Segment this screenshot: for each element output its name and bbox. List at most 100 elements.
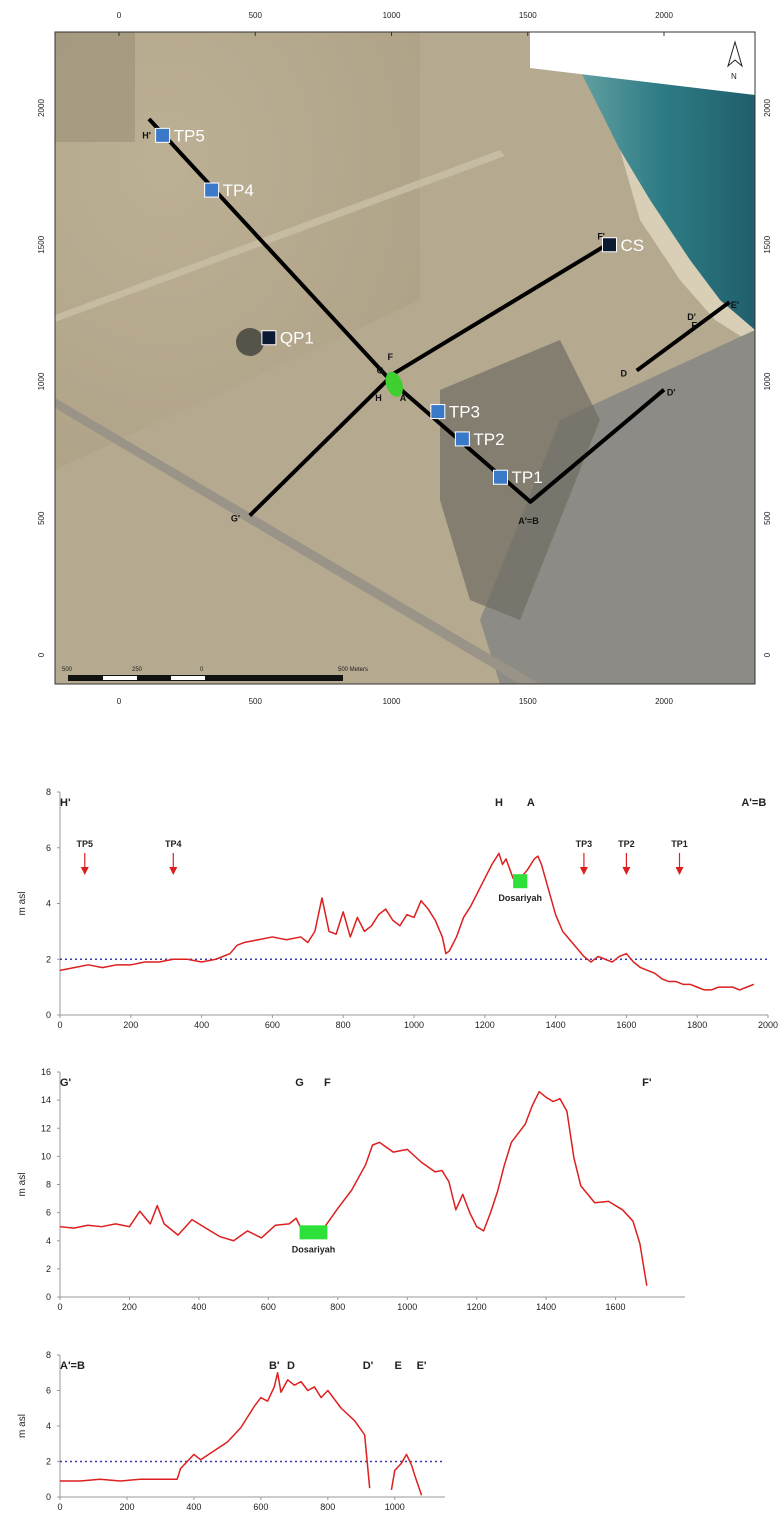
point-label: F — [388, 352, 394, 362]
elevation-profiles: 0 200 400 600 800 1000 1200 1400 1600 1800 2000024… — [17, 787, 778, 1512]
sea-water — [560, 32, 755, 330]
x-tick-label: 1400 — [546, 1020, 566, 1030]
y-tick-label: 4 — [46, 1421, 51, 1431]
y-tick-label: 8 — [46, 1350, 51, 1360]
north-label: N — [731, 72, 737, 81]
y-tick-label: 8 — [46, 1180, 51, 1190]
y-tick-label: 14 — [41, 1095, 51, 1105]
image-blank-corner — [530, 32, 755, 95]
map-x-tick-top: 1500 — [519, 11, 537, 20]
point-label: G' — [231, 513, 240, 523]
arrow-head — [579, 867, 588, 875]
urban-area — [480, 330, 755, 684]
arrow-head — [80, 867, 89, 875]
marker-cs — [602, 237, 617, 253]
map-x-tick-bottom: 1500 — [519, 697, 537, 706]
marker-label: QP1 — [280, 329, 314, 348]
y-tick-label: 0 — [46, 1492, 51, 1502]
section-label: H — [495, 797, 503, 809]
scale-bar-segment — [171, 676, 205, 680]
point-label: A — [400, 393, 407, 403]
y-tick-label: 6 — [46, 1386, 51, 1396]
point-label: G — [377, 366, 384, 376]
y-axis-label: m asl — [17, 892, 28, 916]
section-label: D — [287, 1360, 295, 1372]
scale-bar-segment — [103, 676, 137, 680]
north-arrow: N — [727, 40, 743, 81]
map-x-tick-bottom: 500 — [249, 697, 263, 706]
map-x-tick-top: 500 — [249, 11, 263, 20]
elevation-line — [60, 1372, 371, 1489]
elevation-line — [59, 852, 755, 991]
map-y-tick-right: 0 — [763, 652, 772, 657]
marker-tp1 — [493, 469, 508, 485]
marker-label: CS — [621, 236, 645, 255]
y-tick-label: 8 — [46, 787, 51, 797]
y-axis-label: m asl — [17, 1173, 28, 1197]
marker-tp2 — [454, 431, 470, 447]
y-tick-label: 6 — [46, 1208, 51, 1218]
section-label: F' — [642, 1077, 652, 1089]
y-tick-label: 16 — [41, 1067, 51, 1077]
point-label: D — [620, 368, 627, 378]
grid-farms — [55, 32, 135, 142]
point-label: F' — [597, 232, 605, 242]
y-tick-label: 10 — [41, 1151, 51, 1161]
marker-label: TP5 — [174, 126, 205, 145]
x-tick-label: 800 — [320, 1502, 335, 1512]
y-tick-label: 0 — [46, 1010, 51, 1020]
arrow-head — [169, 867, 178, 875]
elevation-profile-2: 0 200 400 600 800 1000 1200 1400 1600 0 2 4 6 8 10 12 14… — [17, 1067, 685, 1312]
map-x-tick-top: 2000 — [655, 11, 673, 20]
section-label: E' — [417, 1360, 427, 1372]
map-x-tick-bottom: 0 — [117, 697, 122, 706]
dosariyah-site — [385, 371, 403, 397]
elevation-line — [59, 1090, 648, 1286]
map-y-tick-left: 0 — [37, 652, 46, 657]
x-tick-label: 200 — [123, 1020, 138, 1030]
marker-qp1 — [261, 330, 277, 346]
north-arrow-icon — [727, 40, 743, 68]
x-tick-label: 600 — [265, 1020, 280, 1030]
marker-label: TP4 — [223, 181, 254, 200]
satellite-map — [55, 32, 755, 684]
marker-tp5 — [155, 127, 171, 143]
section-label: G — [295, 1077, 304, 1089]
marker-label: TP3 — [449, 403, 480, 422]
map-y-tick-left: 2000 — [37, 99, 46, 117]
x-tick-label: 0 — [57, 1020, 62, 1030]
marker-tp4 — [204, 182, 220, 198]
transect-line — [635, 300, 731, 373]
section-label: B' — [269, 1360, 280, 1372]
marker-tp3 — [430, 404, 446, 420]
marker-label: TP1 — [512, 468, 543, 487]
x-tick-label: 1000 — [397, 1302, 417, 1312]
arrow-label: TP2 — [618, 839, 635, 849]
map-x-tick-top: 1000 — [383, 11, 401, 20]
patch-label: Dosariyah — [498, 893, 542, 903]
qp1-pond — [236, 328, 264, 356]
y-tick-label: 4 — [46, 1236, 51, 1246]
scale-label: 250 — [132, 667, 143, 673]
section-label: H' — [60, 797, 71, 809]
x-tick-label: 400 — [194, 1020, 209, 1030]
x-tick-label: 0 — [57, 1302, 62, 1312]
section-label: A — [527, 797, 535, 809]
point-label: E — [691, 320, 697, 330]
map-y-tick-left: 1500 — [37, 235, 46, 253]
map-x-tick-top: 0 — [117, 11, 122, 20]
x-tick-label: 800 — [336, 1020, 351, 1030]
x-tick-label: 600 — [253, 1502, 268, 1512]
section-label: F — [324, 1077, 331, 1089]
x-tick-label: 1200 — [467, 1302, 487, 1312]
map-y-tick-left: 500 — [37, 511, 46, 525]
arrow-label: TP5 — [77, 839, 94, 849]
x-tick-label: 1000 — [385, 1502, 405, 1512]
x-tick-label: 800 — [330, 1302, 345, 1312]
arrow-label: TP4 — [165, 839, 182, 849]
arrow-head — [675, 867, 684, 875]
arrow-head — [622, 867, 631, 875]
y-tick-label: 0 — [46, 1292, 51, 1302]
